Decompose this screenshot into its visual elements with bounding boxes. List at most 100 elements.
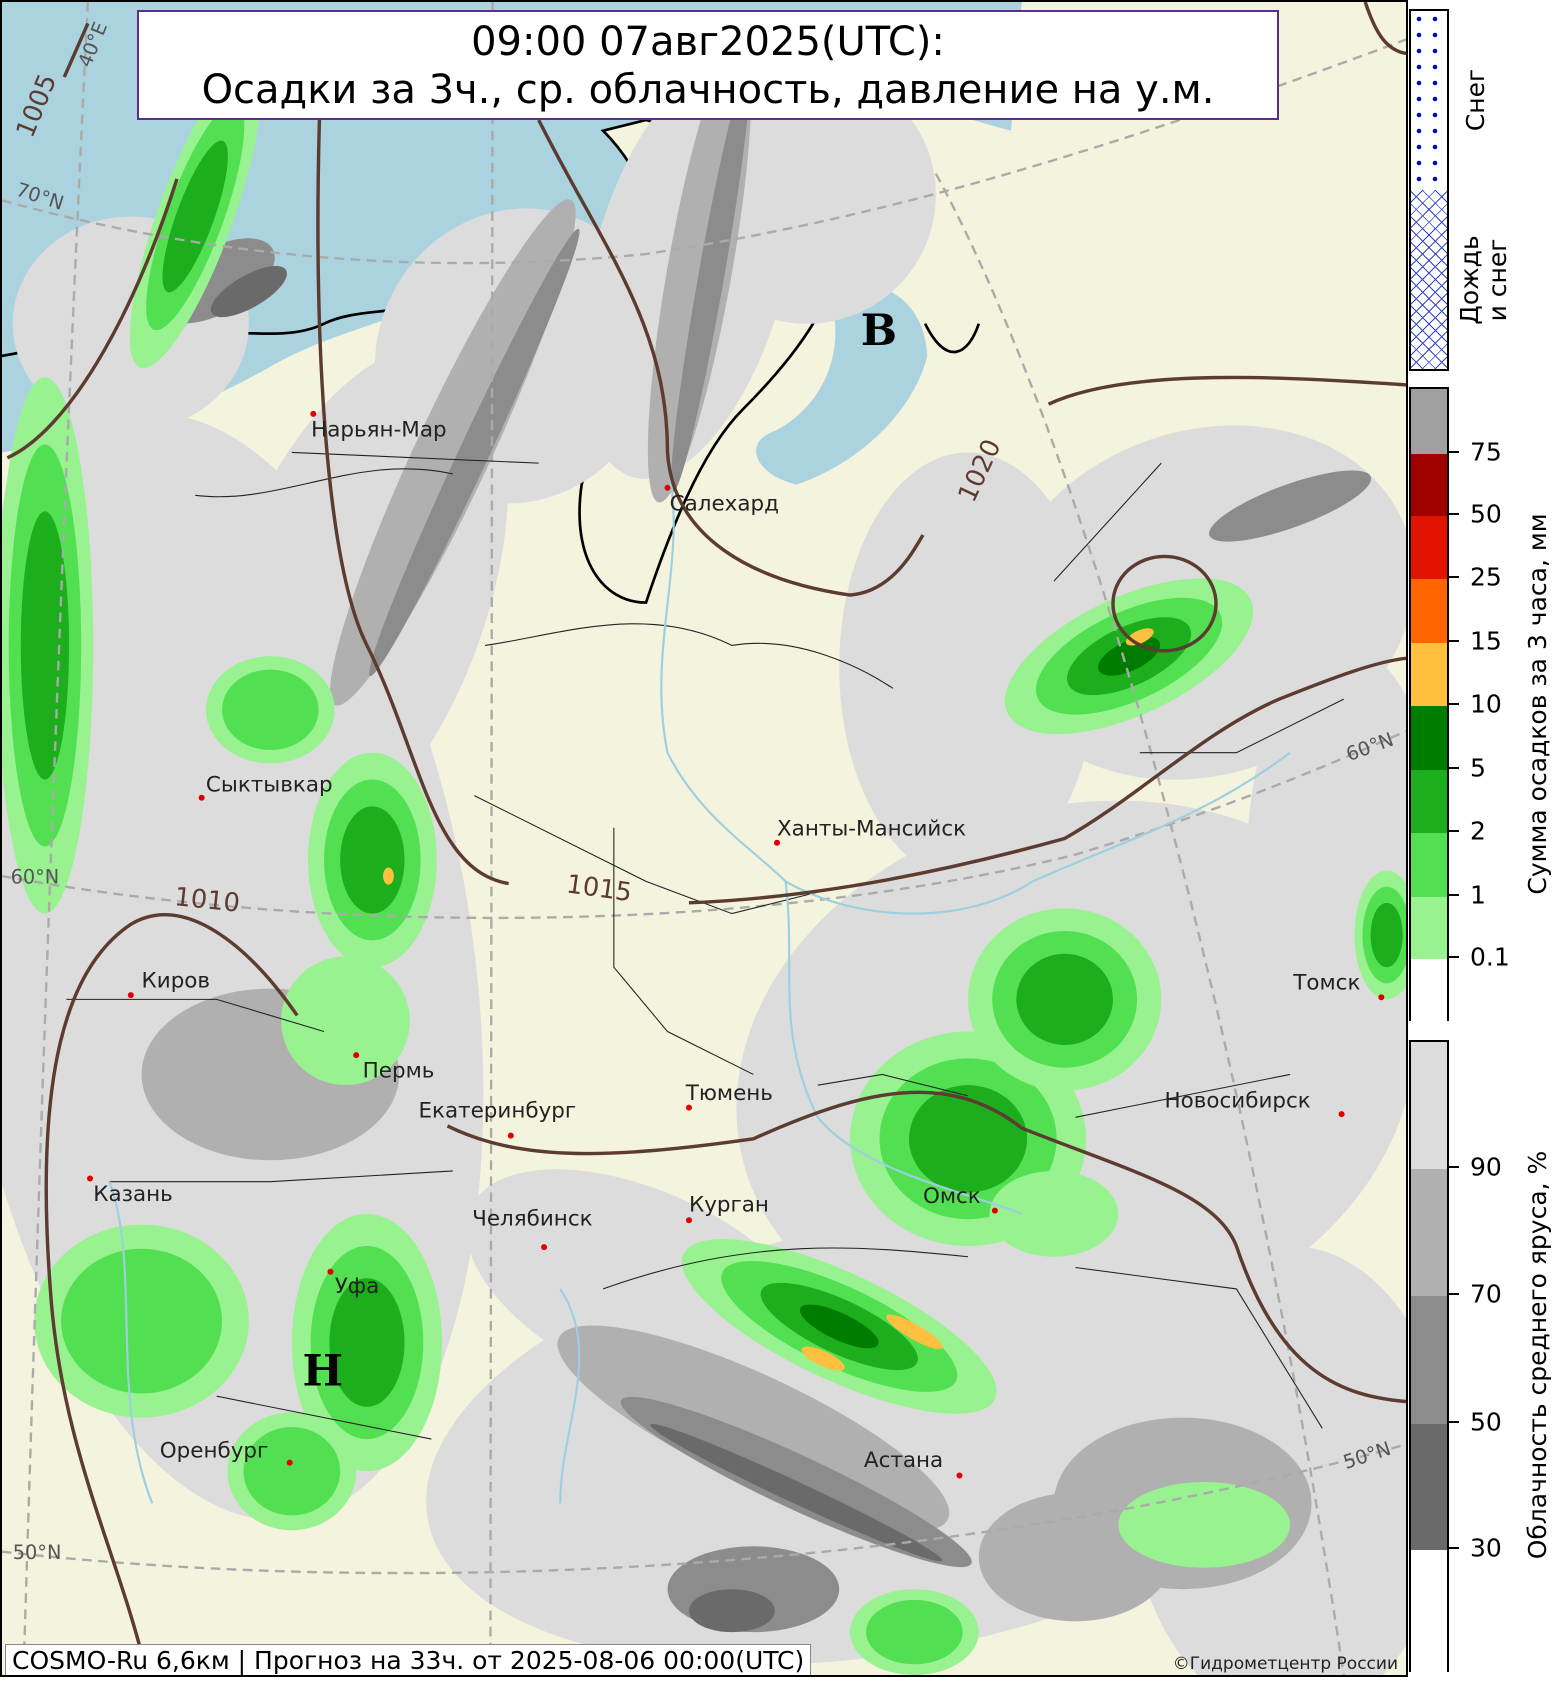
cloud-swatch [1411,1169,1447,1296]
city-label: Уфа [335,1274,380,1299]
city-marker: Челябинск [472,1207,593,1251]
precip-swatch [1411,389,1447,454]
precip-tick-label: 25 [1470,562,1502,592]
precip-area [222,669,319,751]
weather-map: 70°N 60°N 60°N 50°N 50°N 40°E 1005 1010 … [0,0,1408,1677]
copyright: ©Гидрометцентр России [1172,1654,1398,1674]
precip-area [1370,902,1403,968]
city-marker: Оренбург [160,1438,293,1466]
precip-tick-label: 5 [1470,753,1486,783]
city-marker: Новосибирск [1164,1089,1345,1118]
precip-tick [1449,767,1459,769]
city-label: Екатеринбург [418,1098,576,1123]
title-time: 09:00 07авг2025(UTC): [471,19,945,65]
city-marker: Ханты-Мансийск [773,816,966,846]
city-label: Казань [93,1182,173,1207]
city-dot [507,1132,514,1139]
isobar-1005-north [62,2,1406,78]
rain-snow-label-line1: Дождь [1455,235,1484,325]
cloud-tick-label: 50 [1470,1407,1502,1437]
precip-swatch [1411,643,1447,706]
rain-snow-label: Дождь и снег [1455,235,1512,325]
city-marker: Нарьян-Мар [310,410,447,442]
gulf-of-ob [756,284,928,485]
map-title: 09:00 07авг2025(UTC): Осадки за 3ч., ср.… [137,10,1279,120]
city-dot [991,1207,998,1214]
cloud-tick [1449,1547,1459,1549]
precip-swatch [1411,706,1447,770]
cloud-area [671,69,750,493]
low-pressure-center: Н [303,1346,344,1396]
city-marker: Тюмень [685,1081,773,1111]
city-label: Сыктывкар [206,772,333,797]
city-marker: Пермь [353,1052,434,1084]
precip-swatch [1411,833,1447,897]
city-dot [956,1472,963,1479]
precip-area [281,956,410,1086]
city-dot [87,1175,94,1182]
city-marker: Уфа [327,1268,380,1299]
city-marker: Томск [1292,971,1385,1001]
precip-swatch [1411,959,1447,1023]
city-marker: Омск [923,1184,998,1214]
precip-area [1118,1481,1291,1568]
admin-borders [66,451,1344,1440]
city-label: Томск [1292,971,1360,996]
isobar-1010-west [316,109,509,886]
isobar-1010 [44,913,299,1675]
precip-area [799,1304,879,1349]
precip-tick-label: 15 [1470,626,1502,656]
cloud-area [1209,470,1372,542]
isobar-1020-closed [1111,554,1218,653]
city-label: Тюмень [685,1081,773,1106]
precip-heavy-spot [886,1314,943,1350]
precip-swatch [1411,770,1447,833]
meridian-60e [489,2,494,1675]
cloud-area [369,228,580,677]
city-label: Челябинск [472,1207,592,1232]
precip-area [329,1278,405,1407]
precip-heavy-spot [801,1346,845,1371]
parallel-60n [2,730,1406,920]
city-dot [198,794,205,801]
precip-swatch [1411,516,1447,579]
lat-label-60n-left: 60°N [11,866,60,889]
precip-tick-label: 10 [1470,689,1502,719]
cloud-area [330,199,576,706]
precip-swatch [1411,579,1447,643]
precip-tick [1449,956,1459,958]
rain-snow-swatch [1411,190,1447,369]
city-label: Омск [923,1184,981,1209]
cloud-tick [1449,1293,1459,1295]
precip-tick [1449,830,1459,832]
cloud-colorbar [1409,1040,1449,1674]
cloud-swatch [1411,1042,1447,1169]
isobar-1010-south [446,1090,1406,1404]
city-label: Киров [142,969,211,994]
city-label: Салехард [670,491,779,516]
city-dot [685,1217,692,1224]
precip-area [1016,953,1113,1045]
city-dot [773,839,780,846]
precip-colorbar-label: Сумма осадков за 3 часа, мм [1523,513,1552,895]
precip-area [340,806,405,914]
isobar-1015 [688,656,1406,905]
cloud-area [210,265,287,318]
precip-area [989,1170,1119,1257]
city-marker: Казань [87,1175,173,1207]
map-canvas: 70°N 60°N 60°N 50°N 50°N 40°E 1005 1010 … [2,2,1406,1675]
snow-swatch [1411,11,1447,190]
rivers [108,462,1291,1504]
city-dot [327,1268,334,1275]
cloud-area [688,1589,775,1633]
cities: Нарьян-Мар Салехард Сыктывкар Ханты-Мансийс… [87,410,1385,1479]
lat-label-50n-left: 50°N [13,1541,62,1564]
cloud-area [650,1424,943,1562]
model-caption: COSMO-Ru 6,6км | Прогноз на 33ч. от 2025… [5,1644,812,1675]
city-marker: Салехард [664,484,779,516]
city-label: Курган [689,1193,769,1218]
precip-tick-label: 75 [1470,437,1502,467]
precip-tick [1449,576,1459,578]
isobar-1015-north [537,119,925,597]
isobar-1020-north [1047,375,1406,406]
